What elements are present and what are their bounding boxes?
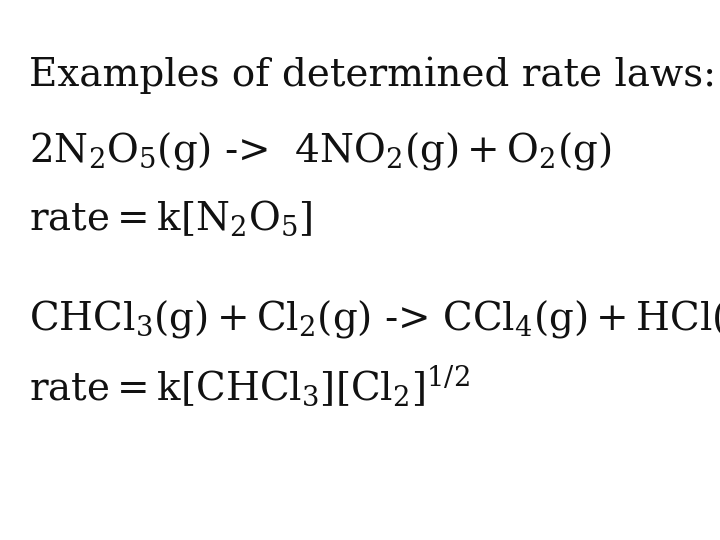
Text: $\mathregular{rate = k[N_2O_5]}$: $\mathregular{rate = k[N_2O_5]}$ [29, 199, 312, 238]
Text: $\mathregular{rate = k[CHCl_3][Cl_2]^{1/2}}$: $\mathregular{rate = k[CHCl_3][Cl_2]^{1/… [29, 364, 469, 408]
Text: $\mathregular{CHCl_3(g) + Cl_2(g)}$ -> $\mathregular{CCl_4(g) + HCl(aq)}$: $\mathregular{CHCl_3(g) + Cl_2(g)}$ -> $… [29, 298, 720, 340]
Text: Examples of determined rate laws:: Examples of determined rate laws: [29, 57, 716, 94]
Text: $\mathregular{2N_2O_5(g)}$ ->  $\mathregular{4NO_2(g) + O_2(g)}$: $\mathregular{2N_2O_5(g)}$ -> $\mathregu… [29, 130, 611, 172]
